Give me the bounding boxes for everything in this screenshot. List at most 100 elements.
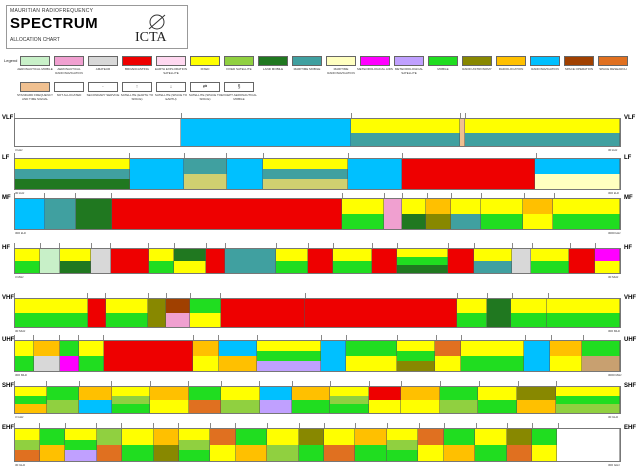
legend-item: ↓ SATELLITE (SPACE TO EARTH) [155, 82, 191, 101]
allocation-segment [480, 199, 524, 229]
legend-item: · SECONDARY SERVICE [87, 82, 123, 97]
legend-item: EARTH EXPLORATION SATELLITE [155, 56, 191, 75]
band-name-left: UHF [2, 337, 15, 343]
legend-item: MOBILE [428, 56, 463, 71]
allocation-segment [517, 387, 556, 413]
band-ticks [14, 288, 621, 298]
allocation-segment [350, 119, 460, 146]
allocation-segment [153, 429, 179, 461]
legend-item: AERONAUTICAL MOBILE [17, 56, 55, 71]
allocation-segment [347, 159, 403, 189]
allocation-segment [473, 249, 512, 273]
band-low-freq: 3 MHz [15, 275, 24, 279]
allocation-segment [96, 429, 123, 461]
legend-item: LAND MOBILE [258, 56, 293, 71]
allocation-segment [397, 249, 449, 273]
allocation-segment [178, 429, 211, 461]
allocation-segment [45, 199, 76, 229]
allocation-segment [355, 429, 387, 461]
allocation-segment [91, 249, 111, 273]
allocation-segment [263, 159, 348, 189]
legend-text: LAND MOBILE [262, 67, 284, 71]
allocation-segment [341, 199, 385, 229]
allocation-segment [59, 341, 79, 371]
legend-swatch: ⇄ [190, 82, 220, 92]
band-ticks [14, 148, 621, 158]
allocation-segment [547, 299, 620, 327]
legend-item: BROADCASTING [122, 56, 157, 71]
allocation-segment [110, 249, 149, 273]
legend-item: § EXCEPT AERONAUTICAL MOBILE [221, 82, 259, 101]
allocation-segment [456, 299, 487, 327]
allocation-segment [511, 249, 531, 273]
legend-item: AMATEUR [88, 56, 123, 71]
allocation-segment [47, 387, 80, 413]
legend-text: AERONAUTICAL MOBILE [17, 67, 53, 71]
allocation-segment [259, 387, 292, 413]
allocation-segment [531, 429, 557, 461]
band-name-left: LF [2, 155, 10, 161]
allocation-segment [206, 249, 226, 273]
allocation-segment [556, 429, 620, 461]
legend-item: RADIOLOCATION [496, 56, 531, 71]
legend-item: MARITIME RADIONAVIGATION [326, 56, 361, 75]
legend-swatch [122, 56, 152, 66]
allocation-segment [384, 199, 403, 229]
allocation-segment [166, 299, 191, 327]
legend-swatch [88, 56, 118, 66]
allocation-segment [298, 429, 324, 461]
legend-swatch [564, 56, 594, 66]
band-high-freq: 3000 MHz [608, 373, 622, 377]
allocation-segment [320, 341, 347, 371]
band-low-freq: 300 MHz [15, 373, 28, 377]
allocation-segment [148, 299, 167, 327]
legend-swatch [156, 56, 186, 66]
legend-swatch [598, 56, 628, 66]
legend-text: EARTH EXPLORATION SATELLITE [154, 67, 188, 75]
legend-swatch: · [88, 82, 118, 92]
allocation-segment [594, 249, 620, 273]
allocation-segment [402, 159, 536, 189]
allocation-segment [307, 249, 334, 273]
allocation-segment [368, 387, 402, 413]
legend-text: SPACE RESEARCH [599, 67, 627, 71]
allocation-segment [478, 387, 517, 413]
allocation-segment [401, 387, 440, 413]
allocation-segment [78, 341, 105, 371]
allocation-segment [111, 387, 151, 413]
legend-swatch [54, 82, 84, 92]
allocation-segment [40, 249, 60, 273]
allocation-segment [220, 299, 306, 327]
allocation-segment [397, 341, 436, 371]
allocation-segment [40, 429, 66, 461]
allocation-segment [111, 199, 342, 229]
legend-swatch [54, 56, 84, 66]
legend-swatch [292, 56, 322, 66]
legend-item: STANDARD FREQUENCY AND TIME SIGNAL [17, 82, 55, 101]
legend-text: METEOROLOGICAL AIDS [357, 67, 393, 71]
legend-text: BROADCASTING [124, 67, 149, 71]
legend-text: MARITIME RADIONAVIGATION [327, 67, 355, 75]
legend-swatch: ↑ [122, 82, 152, 92]
allocation-segment [333, 249, 372, 273]
band-strip [14, 340, 621, 372]
band-high-freq: 300 GHz [608, 463, 620, 467]
allocation-segment [486, 299, 512, 327]
allocation-segment [34, 341, 60, 371]
band-strip [14, 298, 621, 328]
legend-item: FIXED SATELLITE [224, 56, 259, 71]
satellite-logo-icon [148, 14, 166, 30]
legend-swatch [360, 56, 390, 66]
allocation-segment [323, 429, 356, 461]
allocation-segment [15, 299, 88, 327]
band-name-left: VHF [2, 295, 14, 301]
legend-swatch [224, 56, 254, 66]
legend-swatch [190, 56, 220, 66]
allocation-segment [122, 429, 154, 461]
allocation-segment [305, 299, 457, 327]
allocation-segment [148, 249, 175, 273]
allocation-segment [150, 387, 189, 413]
header-title: SPECTRUM [10, 15, 99, 32]
logo-text: ICTA [135, 30, 167, 45]
allocation-segment [553, 199, 620, 229]
